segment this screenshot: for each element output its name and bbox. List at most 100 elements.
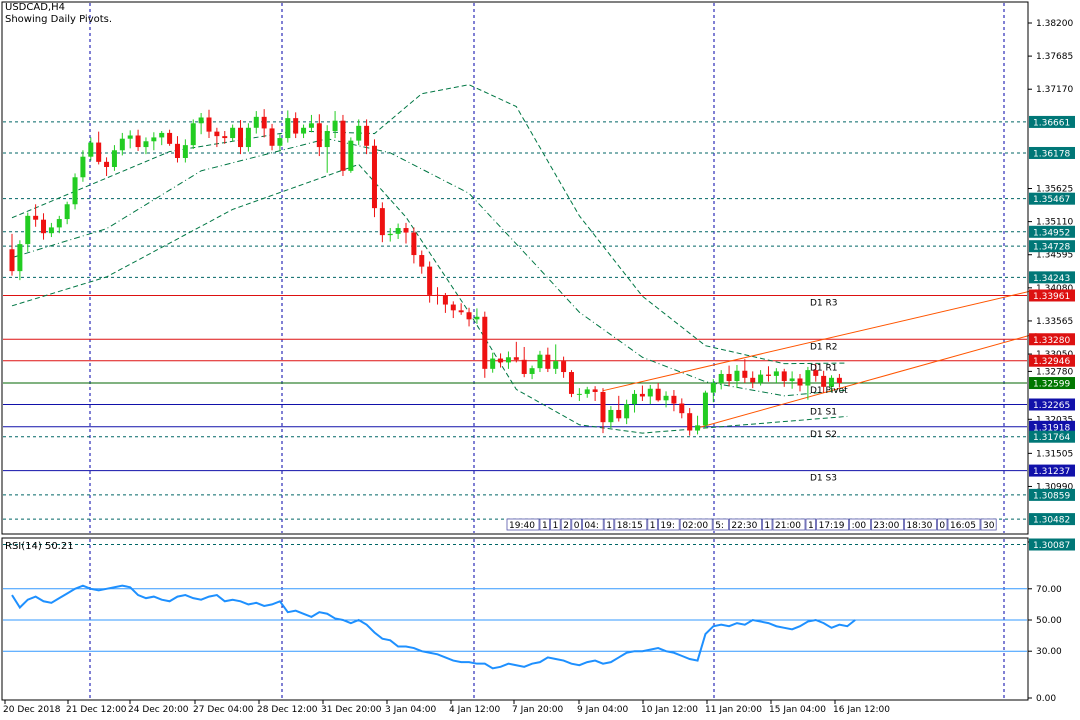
- time-axis-label: 27 Dec 04:00: [193, 705, 254, 715]
- time-marker-box: [849, 518, 871, 531]
- bear-candle: [750, 377, 756, 383]
- price-axis-label: 1.35625: [1036, 185, 1073, 195]
- time-marker-box: [679, 518, 713, 531]
- pivot-label: D1 S3: [810, 474, 837, 484]
- main-chart-frame: [1, 1, 1029, 535]
- bull-candle: [356, 125, 362, 141]
- bull-candle: [387, 233, 393, 236]
- bull-candle: [576, 393, 582, 395]
- time-axis-label: 28 Dec 12:00: [257, 705, 318, 715]
- bull-candle: [48, 227, 54, 234]
- channel-line-2: [697, 332, 1037, 429]
- bull-candle: [245, 127, 251, 148]
- price-badge-text: 1.32599: [1033, 380, 1070, 390]
- bull-candle: [734, 370, 740, 382]
- time-axis-label: 11 Jan 20:00: [705, 705, 762, 715]
- bear-candle: [765, 374, 771, 376]
- price-axis-label: 1.31505: [1036, 449, 1073, 459]
- price-badge: [1029, 538, 1075, 551]
- price-badge-text: 1.34728: [1033, 243, 1070, 253]
- rsi-axis-label: 70.00: [1036, 585, 1062, 595]
- bull-candle: [348, 140, 354, 171]
- time-axis-label: 7 Jan 20:00: [512, 705, 564, 715]
- bear-candle: [435, 294, 441, 296]
- bull-candle: [80, 156, 86, 178]
- time-marker-text: 1: [650, 521, 656, 531]
- pivot-label: D1 R2: [810, 342, 838, 352]
- time-marker-text: 19:40: [509, 521, 535, 531]
- time-marker-box: [647, 518, 658, 531]
- bull-candle: [529, 368, 535, 374]
- time-marker-text: 1: [606, 521, 612, 531]
- bull-candle: [332, 120, 338, 131]
- bear-candle: [726, 373, 732, 382]
- time-axis-label: 21 Dec 12:00: [66, 705, 127, 715]
- bear-candle: [568, 372, 574, 394]
- price-axis-label: 1.32035: [1036, 415, 1073, 425]
- time-marker-box: [603, 518, 615, 531]
- bear-candle: [482, 316, 488, 369]
- price-badge-text: 1.34952: [1033, 228, 1070, 238]
- time-marker-box: [904, 518, 937, 531]
- time-marker-text: 18:15: [617, 521, 643, 531]
- horizontal-levels: [3, 121, 1027, 546]
- price-axis-label: 1.34595: [1036, 251, 1073, 261]
- time-marker-text: 21:00: [775, 521, 801, 531]
- time-marker-text: 2: [563, 521, 569, 531]
- price-badge: [1029, 354, 1075, 367]
- bear-candle: [135, 135, 141, 148]
- time-marker-box: [762, 518, 773, 531]
- bear-candle: [671, 395, 677, 404]
- bull-candle: [119, 138, 125, 151]
- price-badge: [1029, 333, 1075, 346]
- price-badge-text: 1.30087: [1033, 541, 1070, 551]
- indicator-note: Showing Daily Pivots.: [5, 14, 113, 25]
- price-badge-text: 1.33961: [1033, 292, 1070, 302]
- bear-candle: [427, 266, 433, 295]
- price-badge-text: 1.33280: [1033, 336, 1070, 346]
- rsi-title: RSI(14) 50.21: [5, 541, 74, 552]
- price-badge-text: 1.31237: [1033, 467, 1070, 477]
- bull-candle: [474, 316, 480, 320]
- bull-candle: [253, 116, 259, 128]
- time-marker-text: 5:: [715, 521, 724, 531]
- bollinger-lower: [11, 163, 848, 434]
- time-axis-label: 15 Jan 04:00: [769, 705, 826, 715]
- bear-candle: [33, 215, 39, 220]
- rsi-axis-label: 50.00: [1036, 616, 1062, 626]
- bear-candle: [269, 128, 275, 146]
- bear-candle: [174, 143, 180, 158]
- bear-candle: [238, 127, 244, 148]
- time-marker-text: 02:00: [682, 521, 708, 531]
- price-badge-text: 1.30859: [1033, 491, 1070, 501]
- bull-candle: [695, 425, 701, 431]
- time-axis-label: 16 Jan 12:00: [833, 705, 890, 715]
- bull-candle: [230, 127, 236, 139]
- price-axis: 1.38200 1.37685 1.37170 1.35625 1.35110 1.345…: [1028, 19, 1075, 551]
- bull-candle: [553, 361, 559, 369]
- pivot-labels: D1 R3 D1 R2 D1 R1 D1 Pivot D1 S1 D1 S2 D1 S3: [810, 298, 848, 483]
- rsi-axis-label: 30.00: [1036, 647, 1062, 657]
- bear-candle: [419, 255, 425, 267]
- bear-candle: [466, 312, 472, 320]
- bull-candle: [56, 219, 62, 228]
- bear-candle: [821, 375, 827, 387]
- price-badge-text: 1.36178: [1033, 149, 1070, 159]
- bear-candle: [561, 361, 567, 373]
- bull-candle: [710, 382, 716, 393]
- bull-candle: [702, 392, 708, 426]
- price-badge: [1029, 377, 1075, 390]
- bollinger-middle: [11, 138, 848, 397]
- time-marker-text: 1: [542, 521, 548, 531]
- price-badge-text: 1.34243: [1033, 274, 1070, 284]
- bull-candle: [773, 371, 779, 376]
- bear-candle: [679, 403, 685, 414]
- time-marker-text: 0: [574, 521, 580, 531]
- price-badge: [1029, 289, 1075, 302]
- bull-candle: [537, 354, 543, 369]
- bull-candle: [829, 377, 835, 387]
- time-marker-box: [571, 518, 582, 531]
- bear-candle: [781, 371, 787, 382]
- bear-candle: [167, 132, 173, 144]
- candlesticks: [9, 109, 842, 436]
